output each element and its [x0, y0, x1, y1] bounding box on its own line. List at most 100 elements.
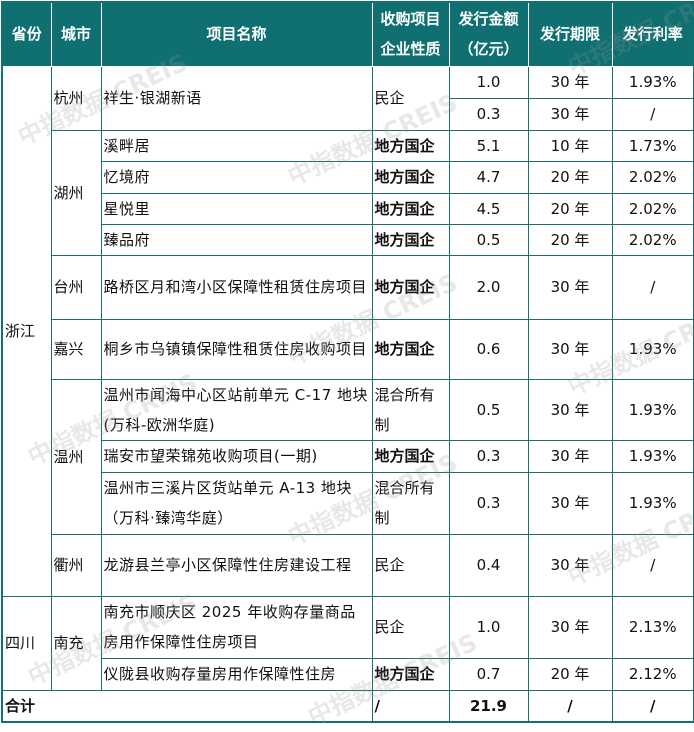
enterprise-nature-cell: 地方国企	[371, 223, 450, 256]
project-name-cell: 路桥区月和湾小区保障性租赁住房项目	[100, 254, 373, 320]
project-name-cell: 仪陇县收购存量房用作保障性住房	[100, 657, 373, 691]
rate-cell: 2.02%	[611, 160, 694, 194]
table-row: 瑞安市望荣锦苑收购项目(一期) 地方国企 0.3 30 年 1.93%	[2, 439, 694, 473]
header-amount: 发行金额（亿元）	[448, 1, 529, 67]
amount-cell: 1.0	[448, 65, 529, 99]
amount-cell: 1.0	[448, 595, 529, 659]
rate-cell: 2.02%	[611, 192, 694, 225]
project-name-cell: 溪畔居	[100, 129, 373, 162]
rate-cell: 1.93%	[611, 378, 694, 441]
rate-cell: 1.93%	[611, 65, 694, 99]
amount-cell: 2.0	[448, 254, 529, 320]
table-row: 温州 温州市闻海中心区站前单元 C-17 地块(万科-欧洲华庭) 混合所有制 0.5 3…	[2, 378, 694, 535]
term-cell: 30 年	[527, 254, 613, 320]
amount-cell: 4.5	[448, 192, 529, 225]
amount-cell: 0.3	[448, 439, 529, 473]
header-project: 项目名称	[100, 1, 373, 67]
enterprise-nature-cell: 混合所有制	[371, 378, 450, 441]
term-cell: 30 年	[527, 471, 613, 535]
city-cell: 台州	[50, 254, 102, 320]
term-cell: 20 年	[527, 192, 613, 225]
rate-cell: 1.73%	[611, 129, 694, 162]
project-name-cell: 星悦里	[100, 192, 373, 225]
enterprise-nature-cell: 地方国企	[371, 160, 450, 194]
rate-cell: 1.93%	[611, 318, 694, 380]
amount-cell: 0.5	[448, 378, 529, 441]
total-term: /	[527, 689, 613, 722]
term-cell: 20 年	[527, 160, 613, 194]
enterprise-nature-cell: 民企	[371, 65, 450, 131]
enterprise-nature-cell: 民企	[371, 595, 450, 659]
city-cell: 嘉兴	[50, 318, 102, 380]
rate-cell: 1.93%	[611, 471, 694, 535]
table-row: 湖州 溪畔居 地方国企 5.1 10 年 1.73%	[2, 129, 694, 256]
term-cell: 10 年	[527, 129, 613, 162]
term-cell: 20 年	[527, 657, 613, 691]
project-name-cell: 臻品府	[100, 223, 373, 256]
enterprise-nature-cell: 民企	[371, 533, 450, 597]
table-row: 温州市三溪片区货站单元 A-13 地块（万科·臻湾华庭） 混合所有制 0.3 30 年…	[2, 471, 694, 535]
rate-cell: 1.93%	[611, 439, 694, 473]
province-cell: 浙江	[1, 65, 52, 597]
rate-cell: 2.02%	[611, 223, 694, 256]
table-row: 忆境府 地方国企 4.7 20 年 2.02%	[2, 160, 694, 194]
rate-cell: /	[611, 97, 694, 131]
city-cell: 杭州	[50, 65, 102, 131]
project-name-cell: 龙游县兰亭小区保障性住房建设工程	[100, 533, 373, 597]
header-term: 发行期限	[527, 1, 613, 67]
project-name-cell: 温州市三溪片区货站单元 A-13 地块（万科·臻湾华庭）	[100, 471, 373, 535]
amount-cell: 0.4	[448, 533, 529, 597]
rate-cell: 2.13%	[611, 595, 694, 659]
amount-cell: 0.5	[448, 223, 529, 256]
table-row: 四川 南充 南充市顺庆区 2025 年收购存量商品房用作保障性住房项目 民企 1.0 30…	[1, 595, 694, 691]
header-rate: 发行利率	[611, 1, 694, 67]
enterprise-nature-cell: 混合所有制	[371, 471, 450, 535]
total-rate: /	[611, 689, 694, 722]
enterprise-nature-cell: 地方国企	[371, 318, 450, 380]
amount-cell: 0.6	[448, 318, 529, 380]
table-row: 衢州 龙游县兰亭小区保障性住房建设工程 民企 0.4 30 年 /	[2, 533, 694, 597]
rate-cell: /	[611, 533, 694, 597]
enterprise-nature-cell: 地方国企	[371, 439, 450, 473]
project-name-cell: 瑞安市望荣锦苑收购项目(一期)	[100, 439, 373, 473]
term-cell: 30 年	[527, 378, 613, 441]
header-row: 省份 城市 项目名称 收购项目企业性质 发行金额（亿元） 发行期限 发行利率	[1, 1, 694, 67]
city-cell: 衢州	[50, 533, 102, 597]
amount-cell: 0.7	[448, 657, 529, 691]
header-province: 省份	[1, 1, 52, 67]
term-cell: 30 年	[527, 595, 613, 659]
project-name-cell: 桐乡市乌镇镇保障性租赁住房收购项目	[100, 318, 373, 380]
enterprise-nature-cell: 地方国企	[371, 129, 450, 162]
amount-cell: 4.7	[448, 160, 529, 194]
term-cell: 30 年	[527, 97, 613, 131]
term-cell: 30 年	[527, 533, 613, 597]
term-cell: 30 年	[527, 318, 613, 380]
enterprise-nature-cell: 地方国企	[371, 254, 450, 320]
total-label: 合计	[1, 689, 373, 722]
province-cell: 四川	[1, 595, 52, 691]
total-amount: 21.9	[448, 689, 529, 722]
amount-cell: 0.3	[448, 471, 529, 535]
enterprise-nature-cell: 地方国企	[371, 192, 450, 225]
table-row: 仪陇县收购存量房用作保障性住房 地方国企 0.7 20 年 2.12%	[2, 657, 694, 691]
term-cell: 20 年	[527, 223, 613, 256]
table-row: 嘉兴 桐乡市乌镇镇保障性租赁住房收购项目 地方国企 0.6 30 年 1.93%	[2, 318, 694, 380]
city-cell: 南充	[50, 595, 102, 691]
project-name-cell: 南充市顺庆区 2025 年收购存量商品房用作保障性住房项目	[100, 595, 373, 659]
rate-cell: /	[611, 254, 694, 320]
project-name-cell: 忆境府	[100, 160, 373, 194]
total-nature: /	[371, 689, 450, 722]
term-cell: 30 年	[527, 65, 613, 99]
total-row: 合计/21.9//	[1, 689, 694, 722]
table-row: 台州 路桥区月和湾小区保障性租赁住房项目 地方国企 2.0 30 年 /	[2, 254, 694, 320]
header-nature: 收购项目企业性质	[371, 1, 450, 67]
rate-cell: 2.12%	[611, 657, 694, 691]
project-name-cell: 温州市闻海中心区站前单元 C-17 地块(万科-欧洲华庭)	[100, 378, 373, 441]
city-cell: 湖州	[50, 129, 102, 256]
amount-cell: 5.1	[448, 129, 529, 162]
table-row: 臻品府 地方国企 0.5 20 年 2.02%	[2, 223, 694, 256]
city-cell: 温州	[50, 378, 102, 535]
enterprise-nature-cell: 地方国企	[371, 657, 450, 691]
term-cell: 30 年	[527, 439, 613, 473]
